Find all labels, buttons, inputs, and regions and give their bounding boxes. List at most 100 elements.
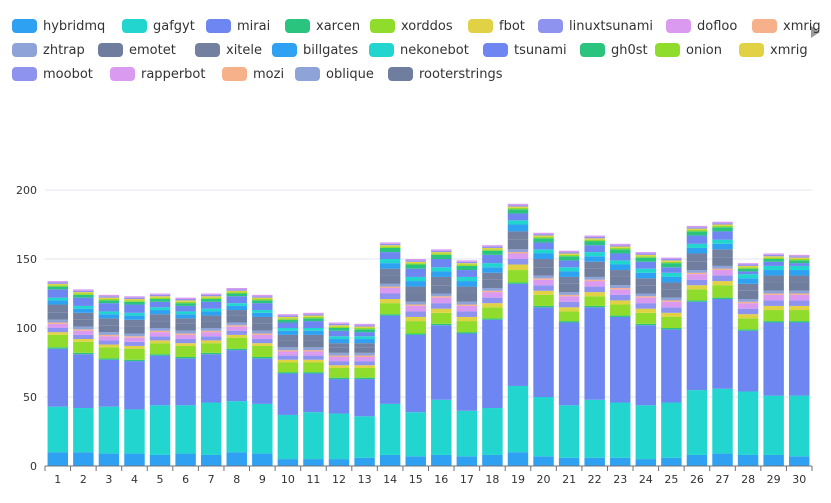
bar-segment <box>354 361 375 366</box>
bar-segment <box>507 209 529 214</box>
legend-item[interactable]: zhtrap <box>12 42 85 58</box>
bar-segment <box>482 290 503 293</box>
bar-segment <box>635 285 657 294</box>
legend-item[interactable]: nekonebot <box>369 42 469 58</box>
legend-item[interactable]: oblique <box>295 66 374 82</box>
bar-segment <box>456 260 478 262</box>
bar-segment <box>328 379 350 414</box>
bar-segment <box>200 299 222 302</box>
legend-item[interactable]: gh0st <box>580 42 648 58</box>
legend-item[interactable]: xmrig <box>752 18 821 34</box>
legend-item[interactable]: linuxtsunami <box>538 18 653 34</box>
bar-segment <box>124 312 145 316</box>
legend-label: mirai <box>237 18 271 34</box>
bar-segment <box>661 289 682 298</box>
x-tick-label: 24 <box>639 473 653 486</box>
bar-segment <box>200 330 222 333</box>
x-tick-label: 12 <box>332 473 346 486</box>
bar-segment <box>277 315 299 317</box>
bar-segment <box>584 235 605 237</box>
bar-segment <box>610 300 631 305</box>
bar-segment <box>712 285 733 298</box>
bar-segment <box>456 276 478 282</box>
bar-segment <box>405 304 426 306</box>
bar-segment <box>635 296 657 298</box>
legend-item[interactable]: mozi <box>222 66 284 82</box>
y-tick-label: 50 <box>23 391 37 404</box>
bar-segment <box>661 307 682 313</box>
bar-segment <box>47 347 69 349</box>
bar-segment <box>124 300 145 302</box>
bar-segment <box>610 276 631 286</box>
x-tick-label: 4 <box>131 473 138 486</box>
legend-item[interactable]: xitele <box>195 42 262 58</box>
bar-segment <box>635 325 657 406</box>
bar-segment <box>303 316 324 319</box>
legend-item[interactable]: tsunami <box>483 42 567 58</box>
bar-segment <box>405 334 426 413</box>
bar-segment <box>763 275 784 283</box>
bar-segment <box>124 301 145 305</box>
bar-segment <box>788 322 810 396</box>
legend-item[interactable]: billgates <box>272 42 358 58</box>
legend-swatch <box>206 19 231 33</box>
legend-item[interactable]: xarcen <box>285 18 360 34</box>
bar-segment <box>73 329 94 331</box>
legend-label: dofloo <box>697 18 738 34</box>
legend-item[interactable]: onion <box>655 42 722 58</box>
legend-item[interactable]: rapperbot <box>110 66 205 82</box>
bar-segment <box>737 299 759 302</box>
bar-segment <box>226 287 247 290</box>
x-tick-label: 1 <box>54 473 61 486</box>
bar-segment <box>149 301 171 308</box>
legend-swatch <box>666 19 691 33</box>
chevron-right-icon[interactable] <box>808 25 822 39</box>
legend-label: oblique <box>326 66 374 82</box>
bar-segment <box>712 223 733 225</box>
bar-segment <box>226 325 247 327</box>
legend-label: billgates <box>303 42 359 58</box>
legend-item[interactable]: mirai <box>206 18 270 34</box>
bar-segment <box>712 299 733 389</box>
legend-label: tsunami <box>514 42 567 58</box>
legend-item[interactable]: dofloo <box>666 18 737 34</box>
bar-segment <box>73 326 94 330</box>
bar-segment <box>558 322 580 406</box>
bar-segment <box>149 321 171 328</box>
bar-segment <box>149 293 171 295</box>
bar-segment <box>73 312 94 320</box>
bar-segment <box>610 315 631 317</box>
legend-item[interactable]: hybridmq <box>12 18 105 34</box>
bar-segment <box>252 358 273 404</box>
bar-segment <box>788 282 810 291</box>
bar-segment <box>47 281 69 283</box>
x-tick-label: 6 <box>182 473 189 486</box>
legend-label: xmrig <box>770 42 808 58</box>
legend-item[interactable]: rooterstrings <box>388 66 503 82</box>
bar-segment <box>303 330 324 335</box>
bar-segment <box>482 249 503 251</box>
bar-segment <box>686 272 708 275</box>
bar-segment <box>354 343 375 348</box>
legend-item[interactable]: emotet <box>98 42 176 58</box>
legend-item[interactable]: xmrig <box>739 42 808 58</box>
bar-segment <box>635 405 657 460</box>
bar-segment <box>328 325 350 327</box>
bar-segment <box>737 271 759 275</box>
legend-item[interactable]: xorddos <box>370 18 453 34</box>
legend-item[interactable]: moobot <box>12 66 93 82</box>
bar-segment <box>379 293 401 300</box>
bar-segment <box>558 307 580 312</box>
legend-item[interactable]: gafgyt <box>122 18 195 34</box>
legend-item[interactable]: fbot <box>468 18 525 34</box>
bar-segment <box>226 326 247 331</box>
bar-segment <box>405 301 426 305</box>
bar-segment <box>124 409 145 454</box>
bar-segment <box>610 316 631 403</box>
bar-segment <box>328 377 350 380</box>
bar-segment <box>661 316 682 328</box>
bar-segment <box>328 356 350 362</box>
bar-segment <box>763 322 784 396</box>
bar-segment <box>252 303 273 311</box>
bar-segment <box>533 307 554 397</box>
